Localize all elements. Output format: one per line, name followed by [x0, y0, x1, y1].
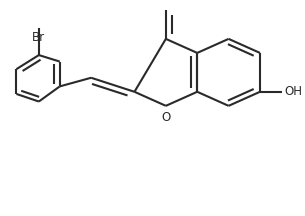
Text: O: O	[161, 111, 170, 124]
Text: OH: OH	[284, 85, 302, 98]
Text: Br: Br	[32, 31, 45, 44]
